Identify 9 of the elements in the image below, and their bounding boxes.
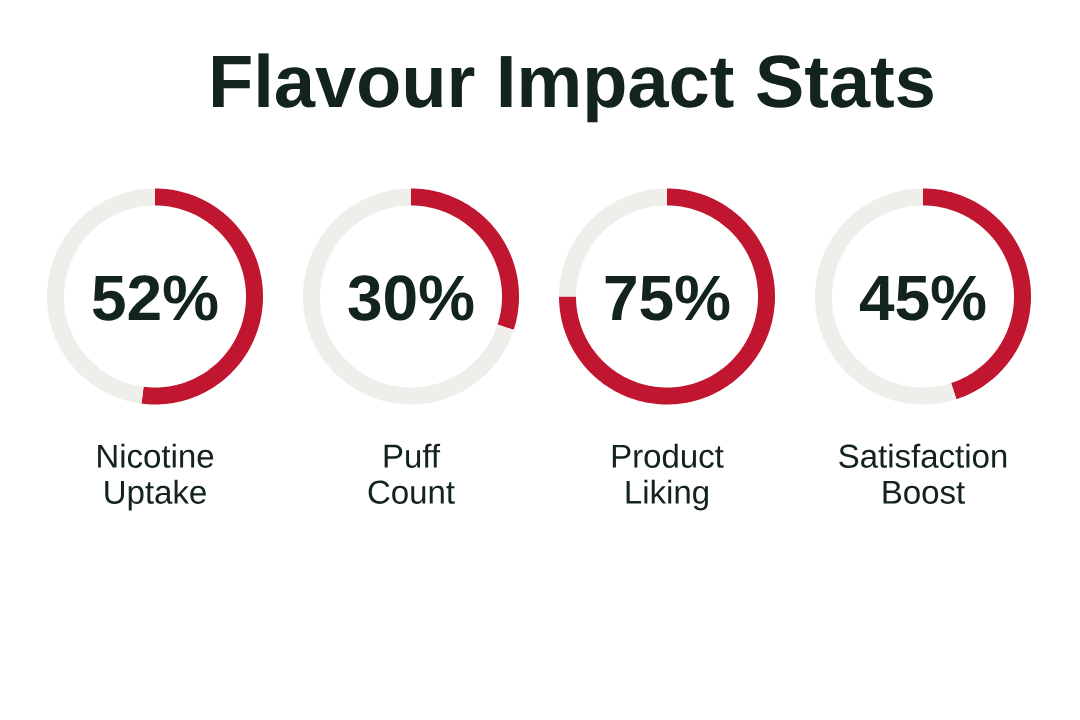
text: Satisfaction Boost — [839, 443, 1007, 504]
text: 52% — [92, 275, 218, 321]
text: Nicotine Uptake — [98, 443, 214, 511]
text: 75% — [605, 275, 730, 321]
text: 30% — [348, 275, 474, 321]
text: 45% — [859, 275, 986, 321]
text: Flavour Impact Stats — [213, 53, 933, 123]
text: Puff Count — [368, 443, 455, 504]
text: Product Liking — [612, 443, 724, 511]
